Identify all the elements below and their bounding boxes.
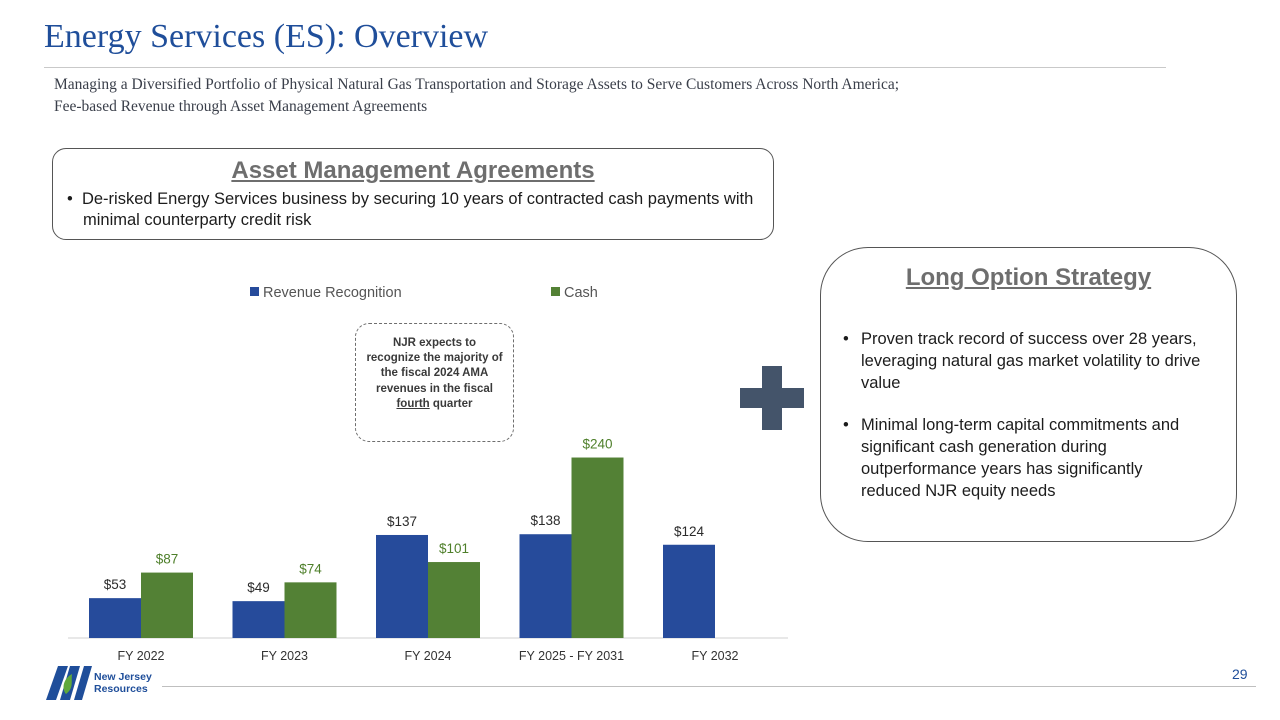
legend-swatch-1: [551, 287, 560, 296]
legend-swatch-0: [250, 287, 259, 296]
x-tick-label-0: FY 2022: [117, 649, 164, 663]
page-number: 29: [1232, 666, 1248, 682]
title-divider: [44, 67, 1166, 68]
bar-cash-3: [571, 457, 624, 638]
long-option-list: • Proven track record of success over 28 …: [843, 328, 1203, 522]
data-label-revenue-1: $49: [247, 580, 270, 595]
data-label-revenue-3: $138: [530, 513, 560, 528]
page-title: Energy Services (ES): Overview: [44, 18, 489, 55]
x-tick-label-2: FY 2024: [404, 649, 451, 663]
bar-revenue-0: [89, 598, 141, 638]
njr-logo-text: New Jersey Resources: [94, 671, 152, 695]
long-option-bullet-2: • Minimal long-term capital commitments a…: [843, 416, 1180, 500]
bar-cash-2: [428, 562, 480, 638]
bar-revenue-3: [519, 534, 572, 638]
ama-bullet: • De-risked Energy Services business by …: [67, 190, 754, 229]
callout-text-end: quarter: [429, 397, 473, 410]
njr-logo-mark-icon: [46, 666, 92, 700]
x-tick-label-3: FY 2025 - FY 2031: [519, 649, 624, 663]
subtitle-line-2: Fee-based Revenue through Asset Manageme…: [54, 98, 428, 115]
ama-callout: NJR expects to recognize the majority of…: [355, 323, 514, 442]
ama-bullet-text: De-risked Energy Services business by se…: [81, 190, 754, 229]
footer-divider: [162, 686, 1256, 687]
subtitle-line-1: Managing a Diversified Portfolio of Phys…: [54, 76, 900, 93]
plus-icon: [740, 366, 804, 430]
data-label-revenue-2: $137: [387, 514, 417, 529]
revenue-cash-bar-chart: $53 $87 FY 2022 $49 $74 FY 2023 $137 $101 FY 202…: [68, 285, 788, 663]
callout-text: NJR expects to recognize the majority of…: [366, 337, 503, 395]
legend-label-0: Revenue Recognition: [263, 285, 402, 301]
page-subtitle: Managing a Diversified Portfolio of Phys…: [54, 74, 1234, 118]
bar-cash-0: [141, 572, 193, 638]
long-option-heading: Long Option Strategy: [905, 264, 1152, 291]
njr-logo: New Jersey Resources: [44, 664, 164, 704]
callout-underlined: fourth: [396, 397, 430, 410]
data-label-revenue-4: $124: [674, 524, 705, 539]
legend-label-1: Cash: [564, 285, 598, 301]
data-label-cash-2: $101: [439, 541, 469, 556]
long-option-panel: Long Option Strategy • Proven track recor…: [820, 247, 1237, 542]
data-label-cash-3: $240: [582, 437, 612, 452]
data-label-cash-1: $74: [299, 561, 322, 576]
bar-cash-1: [284, 582, 337, 638]
data-label-cash-0: $87: [156, 552, 179, 567]
x-tick-label-4: FY 2032: [691, 649, 738, 663]
long-option-bullet-1: • Proven track record of success over 28 …: [843, 330, 1201, 392]
ama-heading: Asset Management Agreements: [231, 157, 595, 184]
bar-revenue-1: [232, 601, 285, 638]
x-tick-label-1: FY 2023: [261, 649, 308, 663]
data-label-revenue-0: $53: [104, 577, 127, 592]
bar-revenue-2: [376, 534, 428, 638]
bar-revenue-4: [663, 544, 715, 638]
ama-panel: Asset Management Agreements • De-risked …: [52, 148, 774, 240]
